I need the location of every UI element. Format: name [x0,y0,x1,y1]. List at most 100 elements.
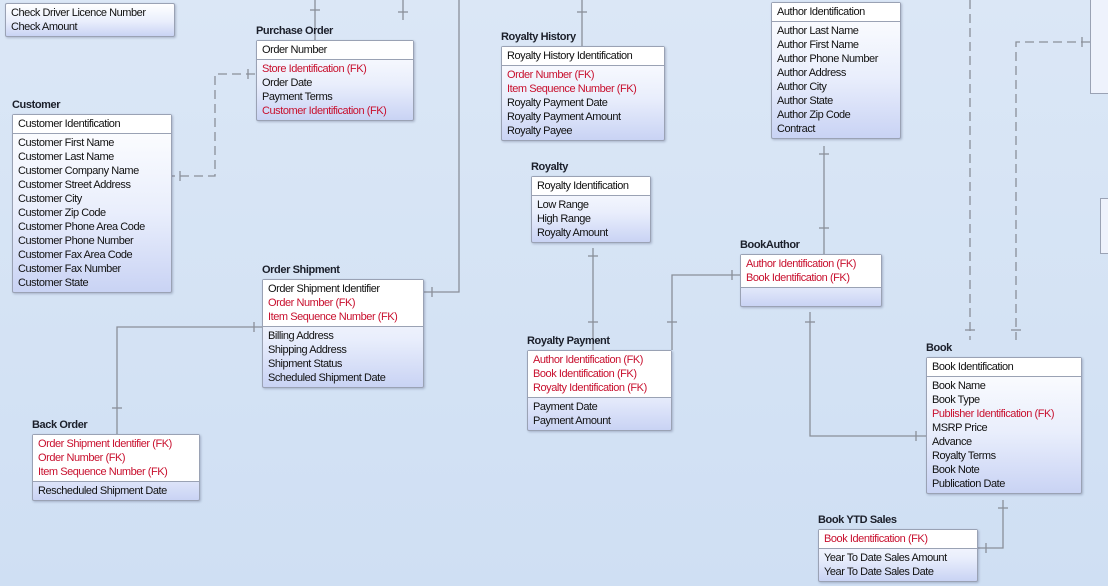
attribute: Royalty History Identification [507,50,633,62]
attribute: Rescheduled Shipment Date [38,485,167,497]
attribute-section: Billing Address Shipping Address Shipment … [263,327,423,387]
attribute: Customer Company Name [18,165,139,177]
cardinality-marks [112,9,1083,553]
attribute-section: Payment Date Payment Amount [528,398,671,430]
entity-title: Back Order [32,419,88,431]
entity: Customer Identification Customer First Na… [12,114,172,293]
attribute: Advance [932,436,972,448]
attribute: Customer Phone Area Code [18,221,145,233]
attribute: Royalty Payment Date [507,97,608,109]
entity: Check Driver Licence Number Check Amount [5,3,175,37]
attribute-section: Customer First Name Customer Last Name Cus… [13,134,171,292]
attribute: Check Driver Licence Number [11,7,146,19]
attribute-section: Order Number (FK) Item Sequence Number (F… [502,66,664,140]
attribute: Customer Identification [18,118,121,130]
foreign-key-attribute: Order Number (FK) [38,452,126,464]
attribute: Author First Name [777,39,859,51]
entity: Author Identification (FK) Book Identific… [527,350,672,431]
attribute: Customer Street Address [18,179,131,191]
primary-key-section: Author Identification (FK) Book Identific… [741,255,881,288]
attribute: Customer Fax Area Code [18,249,133,261]
attribute-section: Check Driver Licence Number Check Amount [6,4,174,36]
entity: Book Identification (FK) Year To Date Sal… [818,529,978,582]
foreign-key-attribute: Royalty Identification (FK) [533,382,647,394]
foreign-key-attribute: Order Number (FK) [268,297,356,309]
attribute: Low Range [537,199,589,211]
primary-key-section: Author Identification [772,3,900,22]
entity-title: Royalty Payment [527,335,610,347]
relationship [977,500,1004,549]
foreign-key-attribute: Author Identification (FK) [746,258,856,270]
attribute-section: Rescheduled Shipment Date [33,482,199,500]
attribute: Customer State [18,277,89,289]
attribute: Book Type [932,394,980,406]
entity-title: Royalty History [501,31,576,43]
primary-key-section: Book Identification (FK) [819,530,977,549]
attribute: Author Last Name [777,25,859,37]
foreign-key-attribute: Book Identification (FK) [746,272,850,284]
entity: Author Identification Author Last Name Aut… [771,2,901,139]
foreign-key-attribute: Book Identification (FK) [533,368,637,380]
foreign-key-attribute: Order Shipment Identifier (FK) [38,438,172,450]
attribute: Customer Phone Number [18,235,134,247]
attribute: Billing Address [268,330,334,342]
attribute: Royalty Payee [507,125,573,137]
entity-title: Purchase Order [256,25,333,37]
attribute: Year To Date Sales Date [824,566,934,578]
attribute: Customer City [18,193,82,205]
entity-title: Customer [12,99,61,111]
entity-title: Royalty [531,161,568,173]
primary-key-section: Order Shipment Identifier Order Number (F… [263,280,423,327]
attribute: Book Note [932,464,980,476]
foreign-key-attribute: Book Identification (FK) [824,533,928,545]
attribute-section: Year To Date Sales Amount Year To Date Sa… [819,549,977,581]
attribute: Royalty Terms [932,450,996,462]
attribute: Author Address [777,67,846,79]
attribute: Scheduled Shipment Date [268,372,386,384]
attribute: Payment Date [533,401,598,413]
relationship [1015,41,1090,340]
attribute: Check Amount [11,21,78,33]
attribute-section: Store Identification (FK) Order Date Payme… [257,60,413,120]
attribute: Order Shipment Identifier [268,283,380,295]
attribute: Author Zip Code [777,109,851,121]
attribute: Customer First Name [18,137,114,149]
relationship [809,312,926,437]
relationship [172,73,255,177]
primary-key-section: Order Shipment Identifier (FK) Order Numb… [33,435,199,482]
primary-key-section: Order Number [257,41,413,60]
foreign-key-attribute: Item Sequence Number (FK) [38,466,168,478]
attribute: High Range [537,213,591,225]
attribute: Shipment Status [268,358,342,370]
attribute: Royalty Identification [537,180,629,192]
attribute: Payment Amount [533,415,611,427]
relationship [424,0,460,293]
entity-title: BookAuthor [740,239,800,251]
entity: Order Number Store Identification (FK) Ord… [256,40,414,121]
attribute: Author Identification [777,6,865,18]
entity-title: Order Shipment [262,264,340,276]
foreign-key-attribute: Publisher Identification (FK) [932,408,1055,420]
attribute: Author Phone Number [777,53,878,65]
attribute-section: Low Range High Range Royalty Amount [532,196,650,242]
attribute: Author State [777,95,833,107]
primary-key-section: Author Identification (FK) Book Identific… [528,351,671,398]
entity: Order Shipment Identifier Order Number (F… [262,279,424,388]
primary-key-section: Royalty History Identification [502,47,664,66]
entity-title: Book YTD Sales [818,514,897,526]
attribute: Publication Date [932,478,1005,490]
attribute: Author City [777,81,827,93]
primary-key-section: Customer Identification [13,115,171,134]
entity: Author Identification (FK) Book Identific… [740,254,882,307]
attribute-section: Author Last Name Author First Name Author … [772,22,900,138]
attribute: Payment Terms [262,91,333,103]
entity-stub [1090,0,1108,94]
relationship [671,274,740,350]
attribute: Customer Zip Code [18,207,106,219]
entity: Book Identification Book Name Book Type Pub… [926,357,1082,494]
attribute: Book Name [932,380,986,392]
entity-stub [1100,198,1108,254]
foreign-key-attribute: Author Identification (FK) [533,354,643,366]
entity: Royalty History Identification Order Numb… [501,46,665,141]
